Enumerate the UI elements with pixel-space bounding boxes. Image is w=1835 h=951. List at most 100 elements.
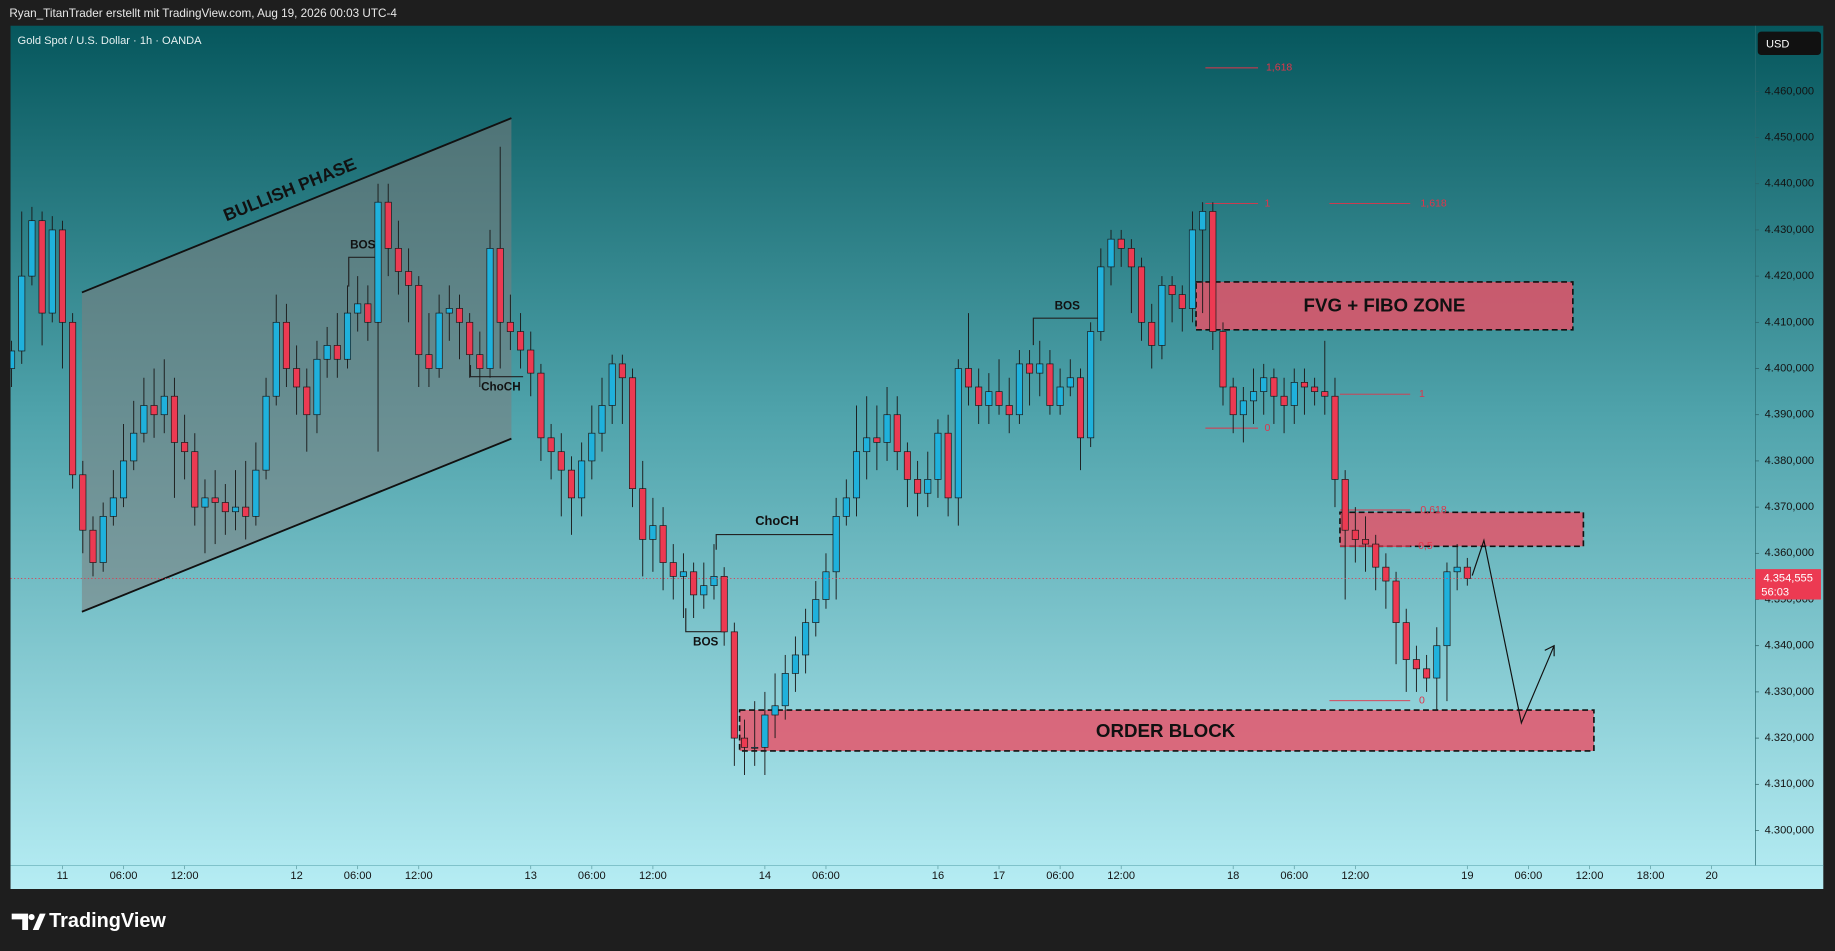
candle-body <box>1015 363 1023 416</box>
x-tick-label: 12:00 <box>639 870 667 882</box>
candle-body <box>1066 377 1074 388</box>
candle-body <box>496 248 504 323</box>
candle-body <box>28 220 36 277</box>
candle-body <box>557 451 565 471</box>
candle-body <box>1331 395 1339 480</box>
currency-box[interactable] <box>1757 31 1821 55</box>
candle-body <box>242 506 250 517</box>
candle-body <box>791 654 799 674</box>
candle-body <box>1138 266 1146 323</box>
candle-body <box>293 368 301 388</box>
candle-body <box>1453 566 1461 573</box>
candle-body <box>914 479 922 494</box>
candle-body <box>802 622 810 656</box>
candle-body <box>211 497 219 503</box>
candle-body <box>1321 391 1329 397</box>
candle-body <box>323 345 331 360</box>
currency[interactable]: USD <box>1766 38 1789 50</box>
candle-body <box>1229 386 1237 416</box>
candle-body <box>1219 331 1227 388</box>
candle-body <box>1412 659 1420 670</box>
y-tick-label: 4.430,000 <box>1765 224 1814 236</box>
candle-body <box>130 432 138 462</box>
candle-body <box>170 395 178 443</box>
candle-body <box>649 525 657 540</box>
annotation: FVG + FIBO ZONE <box>1304 294 1466 315</box>
x-tick-label: 16 <box>932 870 944 882</box>
y-tick-label: 4.360,000 <box>1765 547 1814 559</box>
candle-body <box>476 354 484 369</box>
candle-body <box>384 201 392 249</box>
y-tick-label: 4.410,000 <box>1765 316 1814 328</box>
fib-label: 0,5 <box>1418 540 1433 552</box>
candle-body <box>1076 377 1084 439</box>
y-tick-label: 4.300,000 <box>1765 824 1814 836</box>
candle-body <box>1148 321 1156 346</box>
fib-label: 0 <box>1419 694 1425 706</box>
y-tick-label: 4.420,000 <box>1765 270 1814 282</box>
candle-body <box>944 432 952 499</box>
x-tick-label: 14 <box>759 870 771 882</box>
candle-body <box>1351 529 1359 540</box>
y-tick-label: 4.310,000 <box>1765 778 1814 790</box>
candle-body <box>863 437 871 453</box>
author-line: Ryan_TitanTrader erstellt mit TradingVie… <box>9 7 397 20</box>
candle-body <box>120 460 128 499</box>
x-tick-label: 18:00 <box>1637 870 1665 882</box>
candle-body <box>354 303 362 314</box>
y-tick-label: 4.320,000 <box>1765 732 1814 744</box>
candle-body <box>588 432 596 462</box>
fib-label: 1 <box>1419 388 1425 400</box>
symbol-title: Gold Spot / U.S. Dollar · 1h · OANDA <box>18 35 203 47</box>
annotation: BOS <box>1055 300 1081 313</box>
candle-body <box>333 345 341 360</box>
y-tick-label: 4.400,000 <box>1765 362 1814 374</box>
candle-body <box>547 437 555 453</box>
x-tick-label: 12:00 <box>1341 870 1369 882</box>
x-tick-label: 20 <box>1705 870 1717 882</box>
candle-body <box>1005 405 1013 416</box>
x-tick-label: 06:00 <box>110 870 138 882</box>
candle-body <box>1026 363 1034 374</box>
candle-body <box>232 506 240 513</box>
candle-body <box>445 308 453 314</box>
candle-body <box>109 497 117 517</box>
candle-body <box>48 229 56 314</box>
candle-body <box>578 460 586 499</box>
y-tick-label: 4.460,000 <box>1765 85 1814 97</box>
candle-body <box>1158 285 1166 346</box>
x-tick-label: 12:00 <box>171 870 199 882</box>
candle-body <box>537 372 545 439</box>
x-tick-label: 06:00 <box>1280 870 1308 882</box>
candle-body <box>720 576 728 633</box>
candle-body <box>1372 543 1380 568</box>
candle-body <box>679 571 687 577</box>
last-price-box <box>1755 569 1821 600</box>
candle-body <box>89 529 97 563</box>
y-tick-label: 4.390,000 <box>1765 409 1814 421</box>
y-tick-label: 4.380,000 <box>1765 455 1814 467</box>
structure-line <box>1032 317 1101 346</box>
candle-body <box>598 405 606 434</box>
brand: TradingView <box>49 910 166 932</box>
logo-shape <box>32 913 46 930</box>
candle-body <box>751 746 759 749</box>
candle-body <box>1270 377 1278 397</box>
candle-body <box>1260 377 1268 392</box>
candle-body <box>1250 391 1258 402</box>
candle-body <box>1168 285 1176 295</box>
candle-body <box>313 358 321 416</box>
candle-body <box>303 386 311 416</box>
candle-body <box>954 368 962 499</box>
countdown: 56:03 <box>1761 586 1789 598</box>
candle-body <box>262 395 270 471</box>
candle-body <box>1127 248 1135 268</box>
candle-body <box>69 321 77 476</box>
candle-body <box>1087 331 1095 439</box>
x-tick-label: 12:00 <box>405 870 433 882</box>
candle-body <box>1433 645 1441 679</box>
candle-body <box>486 248 494 369</box>
candle-body <box>282 321 290 369</box>
last-price-label: 4.354,555 <box>1763 572 1812 584</box>
zone <box>738 709 1595 752</box>
